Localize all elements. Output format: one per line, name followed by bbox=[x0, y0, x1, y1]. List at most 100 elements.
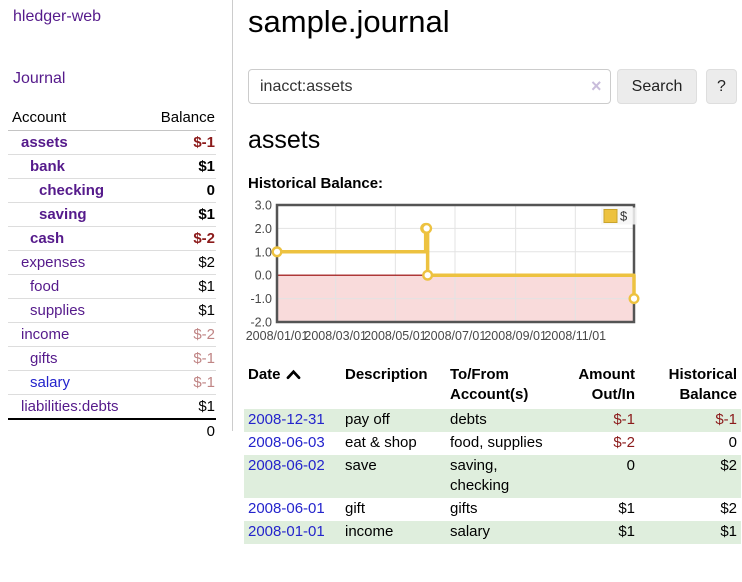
reg-header-description: Description bbox=[345, 366, 428, 383]
transaction-accounts: gifts bbox=[450, 500, 478, 517]
accounts-total-balance: 0 bbox=[143, 418, 216, 443]
account-link[interactable]: expenses bbox=[21, 254, 86, 271]
transaction-date-link[interactable]: 2008-01-01 bbox=[248, 523, 325, 540]
account-balance: $-2 bbox=[143, 322, 216, 347]
sort-ascending-icon bbox=[286, 369, 300, 380]
transaction-row: 2008-06-03 eat & shop food, supplies $-2 0 bbox=[244, 432, 741, 455]
svg-text:$: $ bbox=[620, 209, 628, 224]
account-row: salary $-1 bbox=[8, 370, 216, 395]
register-header-row: Date Description To/From Account(s) Amou… bbox=[244, 363, 741, 409]
transaction-amount: $1 bbox=[618, 523, 635, 540]
transaction-amount: 0 bbox=[626, 457, 635, 474]
search-button[interactable]: Search bbox=[617, 69, 697, 104]
transaction-accounts: debts bbox=[450, 411, 487, 428]
account-row: cash $-2 bbox=[8, 226, 216, 251]
account-balance: $1 bbox=[143, 274, 216, 299]
transaction-date-link[interactable]: 2008-06-02 bbox=[248, 457, 325, 474]
account-balance: $1 bbox=[143, 298, 216, 323]
account-link[interactable]: food bbox=[30, 278, 60, 295]
accounts-table: Account Balance assets $-1 bank $1 checking 0… bbox=[8, 106, 216, 443]
reg-header-amount: Amount Out/In bbox=[578, 366, 635, 403]
transaction-row: 2008-06-01 gift gifts $1 $2 bbox=[244, 498, 741, 521]
account-row: food $1 bbox=[8, 274, 216, 299]
transaction-description: eat & shop bbox=[345, 434, 417, 451]
account-row: income $-2 bbox=[8, 322, 216, 347]
transaction-balance: $-1 bbox=[715, 411, 737, 428]
account-link[interactable]: gifts bbox=[30, 350, 58, 367]
transaction-row: 2008-06-02 save saving, checking 0 $2 bbox=[244, 455, 741, 498]
accounts-total-row: 0 bbox=[8, 418, 216, 443]
transaction-description: pay off bbox=[345, 411, 390, 428]
transaction-description: gift bbox=[345, 500, 366, 517]
transaction-date-link[interactable]: 2008-12-31 bbox=[248, 411, 325, 428]
svg-text:3.0: 3.0 bbox=[255, 199, 272, 213]
nav-journal-link[interactable]: Journal bbox=[13, 70, 66, 87]
account-balance: $1 bbox=[143, 202, 216, 227]
transaction-date-link[interactable]: 2008-06-01 bbox=[248, 500, 325, 517]
transaction-balance: $2 bbox=[720, 457, 737, 474]
svg-text:2008/09/01: 2008/09/01 bbox=[484, 329, 547, 343]
account-link[interactable]: cash bbox=[30, 230, 65, 247]
main-content: sample.journal × Search ? assets Histori… bbox=[244, 0, 742, 582]
svg-text:1.0: 1.0 bbox=[255, 245, 272, 259]
accounts-header-balance: Balance bbox=[143, 106, 216, 131]
clear-search-icon[interactable]: × bbox=[591, 76, 602, 96]
account-balance: $-1 bbox=[143, 130, 216, 155]
chart-title: Historical Balance: bbox=[248, 175, 384, 192]
transaction-accounts: food, supplies bbox=[450, 434, 543, 451]
transaction-amount: $-2 bbox=[613, 434, 635, 451]
svg-text:2008/11/01: 2008/11/01 bbox=[544, 329, 606, 343]
account-balance: $1 bbox=[143, 394, 216, 420]
account-link[interactable]: supplies bbox=[30, 302, 86, 319]
sidebar: hledger-web Journal Account Balance asse… bbox=[0, 0, 233, 443]
page-title: sample.journal bbox=[248, 4, 450, 39]
transaction-balance: $2 bbox=[720, 500, 737, 517]
svg-text:2.0: 2.0 bbox=[255, 222, 272, 236]
search-input[interactable] bbox=[248, 69, 611, 104]
search-form: × Search ? bbox=[248, 69, 742, 104]
register-table: Date Description To/From Account(s) Amou… bbox=[244, 363, 741, 544]
account-balance: $-1 bbox=[143, 370, 216, 395]
account-balance: 0 bbox=[143, 178, 216, 203]
transaction-amount: $-1 bbox=[613, 411, 635, 428]
accounts-header-account: Account bbox=[8, 106, 144, 131]
transaction-balance: $1 bbox=[720, 523, 737, 540]
reg-header-date-label: Date bbox=[248, 366, 281, 383]
transaction-description: save bbox=[345, 457, 377, 474]
help-button[interactable]: ? bbox=[706, 69, 737, 104]
account-row: saving $1 bbox=[8, 202, 216, 227]
transaction-accounts: saving, checking bbox=[450, 457, 510, 494]
account-row: expenses $2 bbox=[8, 250, 216, 275]
account-balance: $2 bbox=[143, 250, 216, 275]
svg-text:2008/05/01: 2008/05/01 bbox=[364, 329, 427, 343]
account-link[interactable]: checking bbox=[39, 182, 105, 199]
account-link[interactable]: assets bbox=[21, 134, 68, 151]
svg-text:-1.0: -1.0 bbox=[250, 292, 272, 306]
account-row: gifts $-1 bbox=[8, 346, 216, 371]
account-link[interactable]: salary bbox=[30, 374, 71, 391]
account-link[interactable]: saving bbox=[39, 206, 87, 223]
transaction-balance: 0 bbox=[728, 434, 737, 451]
account-row: liabilities:debts $1 bbox=[8, 394, 216, 420]
account-balance: $1 bbox=[143, 154, 216, 179]
transaction-date-link[interactable]: 2008-06-03 bbox=[248, 434, 325, 451]
reg-header-accounts: To/From Account(s) bbox=[450, 366, 529, 403]
svg-text:2008/01/01: 2008/01/01 bbox=[246, 329, 309, 343]
svg-text:-2.0: -2.0 bbox=[250, 316, 272, 330]
transaction-accounts: salary bbox=[450, 523, 491, 540]
svg-text:2008/07/01: 2008/07/01 bbox=[424, 329, 487, 343]
account-link[interactable]: bank bbox=[30, 158, 66, 175]
transaction-description: income bbox=[345, 523, 394, 540]
account-balance: $-1 bbox=[143, 346, 216, 371]
transaction-amount: $1 bbox=[618, 500, 635, 517]
svg-text:2008/03/01: 2008/03/01 bbox=[304, 329, 367, 343]
transaction-row: 2008-01-01 income salary $1 $1 bbox=[244, 521, 741, 544]
account-balance: $-2 bbox=[143, 226, 216, 251]
account-row: assets $-1 bbox=[8, 130, 216, 155]
account-link[interactable]: income bbox=[21, 326, 70, 343]
reg-header-date[interactable]: Date bbox=[244, 363, 345, 409]
app-brand-link[interactable]: hledger-web bbox=[13, 8, 102, 25]
transaction-row: 2008-12-31 pay off debts $-1 $-1 bbox=[244, 409, 741, 432]
account-link[interactable]: liabilities:debts bbox=[21, 398, 119, 415]
reg-header-balance: Historical Balance bbox=[668, 366, 737, 403]
